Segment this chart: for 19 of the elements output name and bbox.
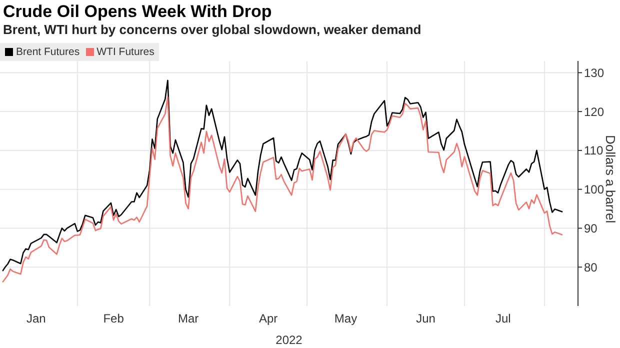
x-tick-label: Mar: [178, 312, 199, 326]
legend-label: Brent Futures: [16, 46, 80, 58]
y-tick-label: 100: [584, 182, 604, 197]
x-tick-label: Jun: [416, 312, 436, 326]
y-tick-label: 90: [584, 221, 598, 236]
y-tick-label: 80: [584, 260, 598, 274]
x-axis-title: 2022: [276, 333, 303, 347]
x-tick-label: Apr: [259, 312, 278, 326]
y-tick-label: 120: [584, 104, 604, 119]
x-tick-label: May: [334, 312, 358, 326]
y-tick-label: 110: [584, 144, 604, 158]
chart-subtitle: Brent, WTI hurt by concerns over global slowdown, weaker demand: [3, 22, 422, 37]
x-tick-label: Jul: [496, 312, 511, 326]
chart-title: Crude Oil Opens Week With Drop: [3, 2, 272, 22]
legend-label: WTI Futures: [96, 46, 154, 58]
y-axis-title: Dollars a barrel: [603, 134, 618, 223]
x-tick-label: Jan: [26, 312, 46, 326]
x-tick-label: Feb: [103, 312, 124, 326]
y-tick-label: 130: [584, 66, 604, 80]
